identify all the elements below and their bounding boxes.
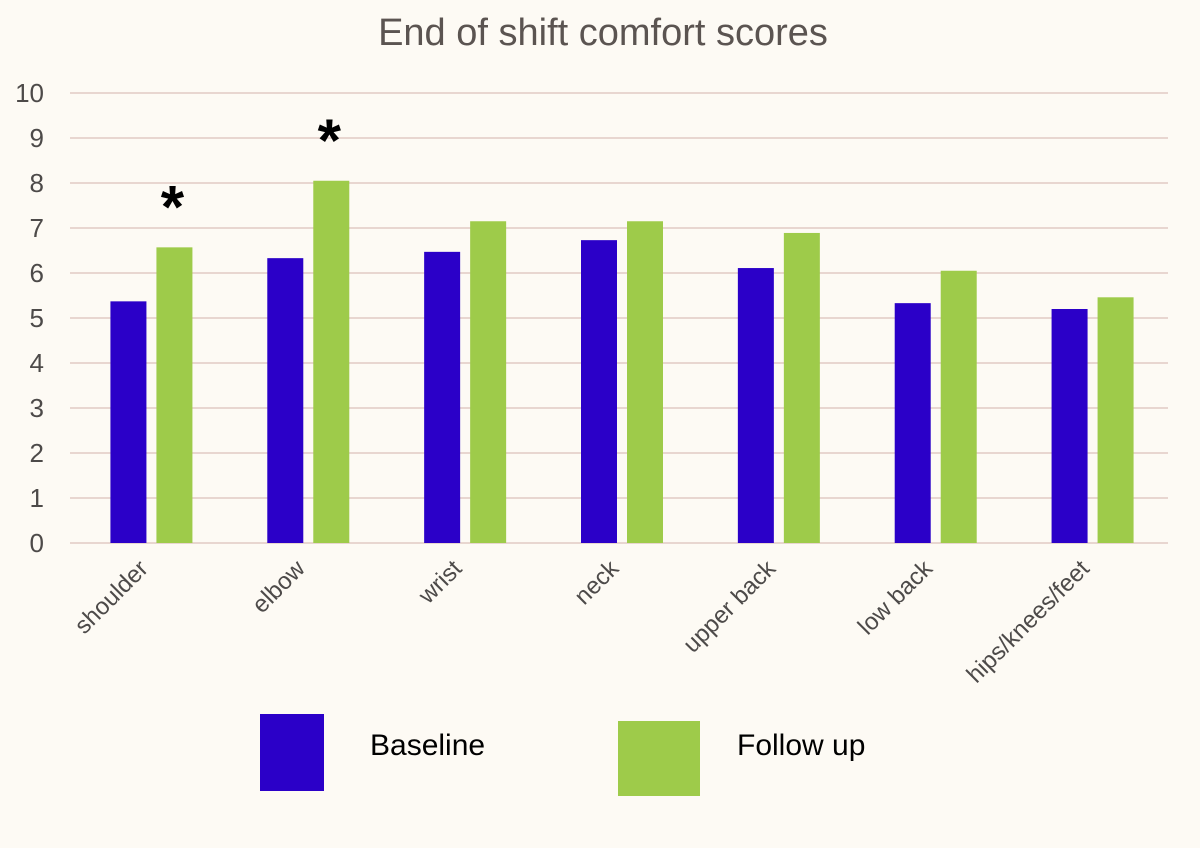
annotations: ** [161, 107, 342, 241]
bar-baseline [110, 301, 147, 543]
legend-label-baseline: Baseline [370, 729, 485, 762]
x-tick-label: hips/knees/feet [962, 555, 1095, 688]
bar-follow-up [783, 232, 820, 543]
significance-marker: * [161, 173, 185, 240]
y-tick-label: 4 [30, 348, 44, 378]
x-tick-label: neck [569, 554, 625, 610]
bar-follow-up [940, 270, 977, 543]
significance-marker: * [318, 107, 342, 174]
bars [110, 180, 1134, 543]
bar-baseline [267, 258, 304, 543]
y-tick-label: 0 [30, 528, 44, 558]
bar-baseline [737, 268, 774, 543]
legend-swatch-follow-up [618, 721, 700, 796]
bar-baseline [1051, 309, 1088, 543]
y-tick-label: 10 [15, 78, 44, 108]
bar-baseline [894, 303, 931, 543]
bar-follow-up [470, 221, 507, 543]
chart-title: End of shift comfort scores [378, 12, 828, 54]
y-tick-label: 2 [30, 438, 44, 468]
legend: Baseline Follow up [260, 714, 865, 796]
y-tick-label: 8 [30, 168, 44, 198]
bar-follow-up [627, 221, 663, 543]
x-axis: shoulder elbow wrist neck upper back low back… [69, 554, 1095, 688]
bar-follow-up [156, 247, 193, 543]
x-tick-label: low back [853, 554, 939, 640]
y-tick-label: 7 [30, 213, 44, 243]
y-axis: 0 1 2 3 4 5 6 7 8 9 10 [15, 78, 44, 558]
y-tick-label: 3 [30, 393, 44, 423]
x-tick-label: wrist [413, 555, 468, 610]
bar-baseline [581, 240, 617, 543]
y-tick-label: 1 [30, 483, 44, 513]
legend-label-follow-up: Follow up [737, 729, 865, 762]
bar-follow-up [313, 180, 350, 543]
legend-swatch-baseline [260, 714, 324, 791]
x-tick-label: shoulder [69, 555, 153, 639]
x-tick-label: upper back [678, 554, 782, 658]
gridlines [70, 92, 1168, 544]
x-tick-label: elbow [247, 555, 311, 619]
bar-follow-up [1097, 297, 1134, 543]
bar-baseline [424, 251, 461, 543]
y-tick-label: 6 [30, 258, 44, 288]
y-tick-label: 9 [30, 123, 44, 153]
y-tick-label: 5 [30, 303, 44, 333]
